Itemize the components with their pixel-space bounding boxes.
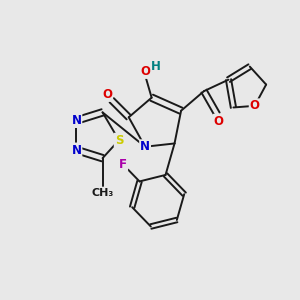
Text: N: N	[71, 143, 81, 157]
Text: CH₃: CH₃	[92, 188, 114, 198]
Text: F: F	[119, 158, 127, 171]
Text: H: H	[151, 60, 161, 74]
Text: O: O	[140, 65, 150, 78]
Text: N: N	[71, 114, 81, 127]
Text: O: O	[214, 115, 224, 128]
Text: O: O	[250, 99, 260, 112]
Text: S: S	[115, 134, 123, 147]
Text: N: N	[140, 140, 150, 153]
Text: O: O	[102, 88, 112, 101]
